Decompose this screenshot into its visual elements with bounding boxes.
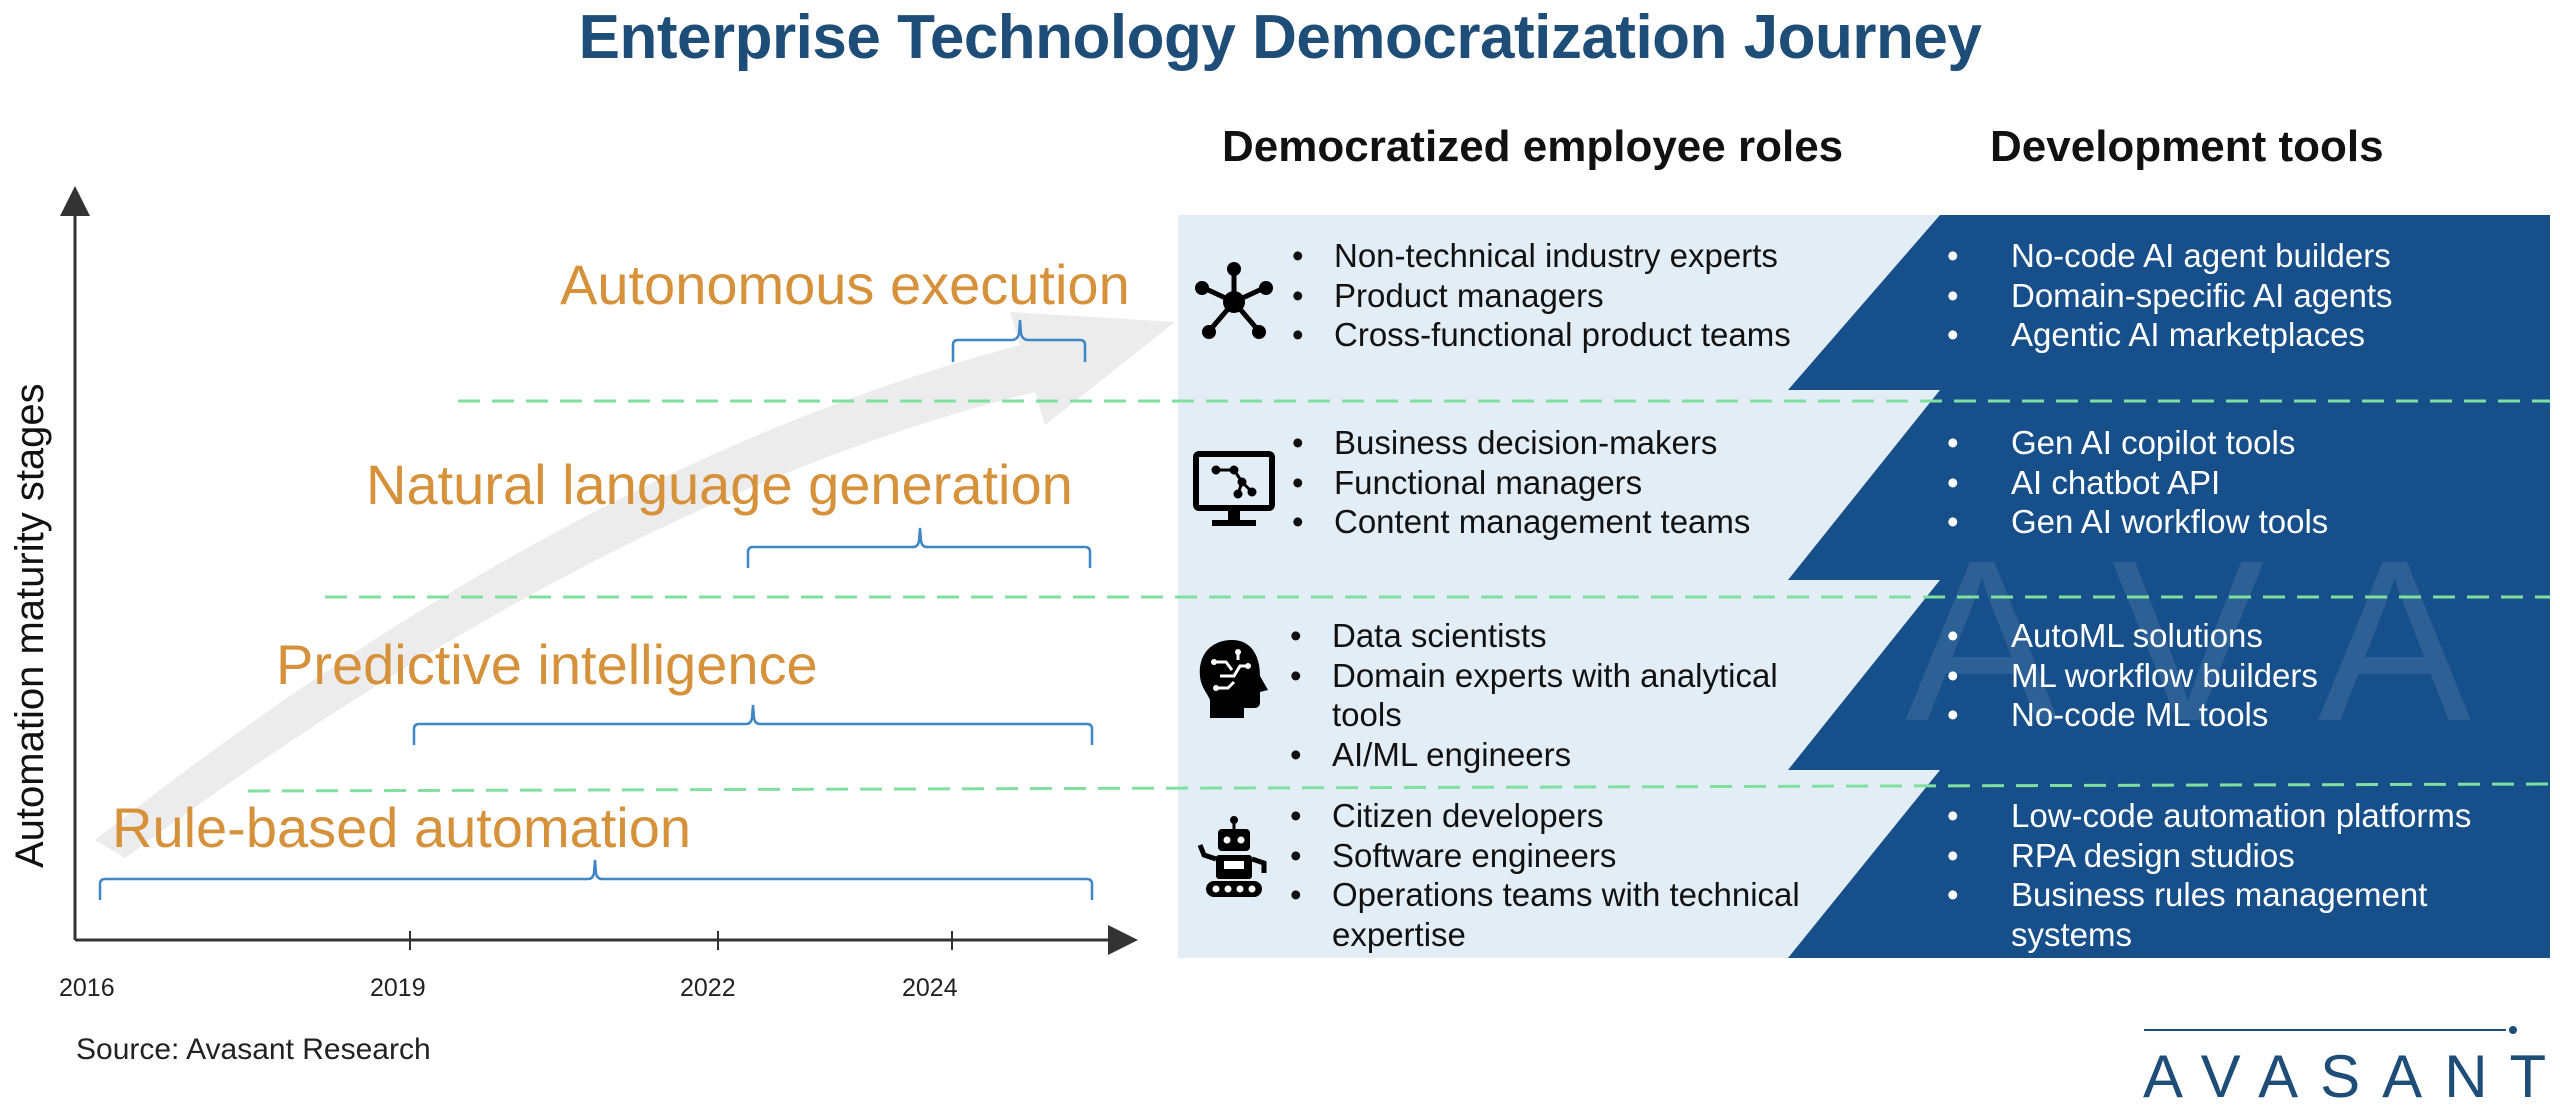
list-item: Product managers — [1292, 276, 1791, 316]
growth-arrow — [95, 312, 1175, 858]
tools-column-header: Development tools — [1990, 122, 2384, 171]
brand-logo-line — [2144, 1026, 2517, 1034]
list-item: Business decision-makers — [1292, 423, 1750, 463]
network-icon — [1195, 262, 1273, 339]
bracket-predictive — [412, 704, 1094, 745]
list-item: No-code AI agent builders — [1947, 236, 2393, 276]
bracket-rule-based — [98, 859, 1094, 900]
tools-list-rule-based: Low-code automation platforms RPA design… — [1947, 796, 2471, 954]
monitor-icon — [1193, 451, 1275, 526]
year-2024: 2024 — [902, 974, 958, 1002]
stage-label-predictive: Predictive intelligence — [276, 633, 818, 696]
tools-list-autonomous: No-code AI agent builders Domain-specifi… — [1947, 236, 2393, 355]
year-2022: 2022 — [680, 974, 736, 1002]
roles-list-rule-based: Citizen developers Software engineers Op… — [1290, 796, 1800, 954]
year-2019: 2019 — [370, 974, 426, 1002]
list-item: Citizen developers — [1290, 796, 1800, 836]
stage-label-nlg: Natural language generation — [366, 453, 1073, 516]
bracket-nlg — [746, 527, 1092, 568]
list-item: Agentic AI marketplaces — [1947, 315, 2393, 355]
list-item: Operations teams with technical — [1290, 875, 1800, 915]
list-item: Non-technical industry experts — [1292, 236, 1791, 276]
list-item: AI chatbot API — [1947, 463, 2328, 503]
list-item: Functional managers — [1292, 463, 1750, 503]
list-item: AutoML solutions — [1947, 616, 2318, 656]
brain-head-icon — [1199, 640, 1268, 718]
roles-list-autonomous: Non-technical industry experts Product m… — [1292, 236, 1791, 355]
list-item: Gen AI workflow tools — [1947, 502, 2328, 542]
list-item: No-code ML tools — [1947, 695, 2318, 735]
list-item: Gen AI copilot tools — [1947, 423, 2328, 463]
page-title: Enterprise Technology Democratization Jo… — [578, 3, 1982, 72]
roles-column-header: Democratized employee roles — [1222, 122, 1844, 171]
list-item: tools — [1332, 696, 1402, 733]
bracket-autonomous — [951, 319, 1087, 362]
roles-list-predictive: Data scientists Domain experts with anal… — [1290, 616, 1778, 774]
y-axis-label: Automation maturity stages — [8, 383, 52, 868]
stage-label-rule-based: Rule-based automation — [112, 796, 692, 859]
divider-3 — [247, 782, 2551, 793]
list-item: Business rules management — [1947, 875, 2471, 915]
list-item: Software engineers — [1290, 836, 1800, 876]
year-2016: 2016 — [59, 974, 115, 1002]
list-item: ML workflow builders — [1947, 656, 2318, 696]
list-item: Data scientists — [1290, 616, 1778, 656]
list-item: RPA design studios — [1947, 836, 2471, 876]
list-item: expertise — [1332, 915, 1466, 953]
robot-icon — [1197, 816, 1267, 897]
source-note: Source: Avasant Research — [76, 1033, 431, 1066]
tools-list-nlg: Gen AI copilot tools AI chatbot API Gen … — [1947, 423, 2328, 542]
list-item: Content management teams — [1292, 502, 1750, 542]
roles-list-nlg: Business decision-makers Functional mana… — [1292, 423, 1750, 542]
tools-panel — [1788, 215, 2550, 958]
list-item: Cross-functional product teams — [1292, 315, 1791, 355]
list-item: Domain experts with analytical — [1290, 656, 1778, 696]
list-item: Domain-specific AI agents — [1947, 276, 2393, 316]
list-item: AI/ML engineers — [1290, 735, 1778, 775]
brand-logo: AVASANT — [2143, 1043, 2560, 1110]
list-item: Low-code automation platforms — [1947, 796, 2471, 836]
tools-list-predictive: AutoML solutions ML workflow builders No… — [1947, 616, 2318, 735]
stage-label-autonomous: Autonomous execution — [560, 253, 1130, 316]
list-item: systems — [2011, 915, 2133, 953]
